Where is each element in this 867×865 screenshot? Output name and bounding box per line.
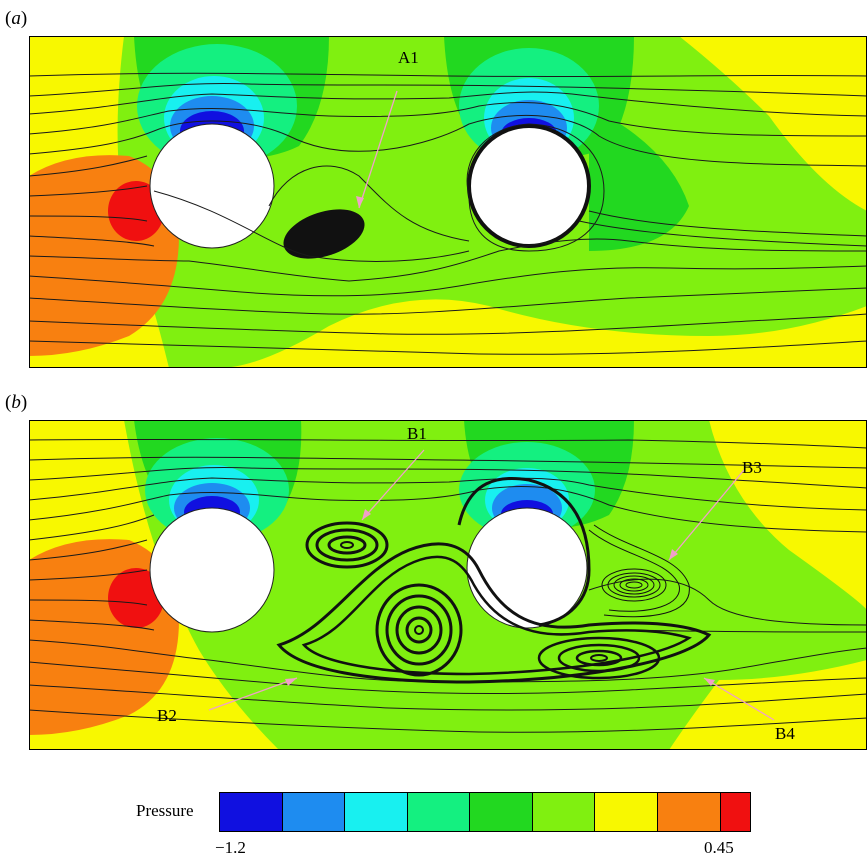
panel-b-flow-field: B1 B2 B3 B4 [29,420,867,750]
arrow-a1 [358,90,398,209]
colorbar-swatch [720,793,751,831]
pressure-region-green [589,106,689,251]
colorbar-max-label: 0.45 [704,838,734,857]
colorbar-title: Pressure [136,801,194,820]
colorbar-swatch [470,793,533,831]
colorbar-swatch [220,793,283,831]
colorbar-swatch [532,793,596,831]
vortex-b1 [305,521,389,569]
colorbar-swatch [345,793,408,831]
colorbar-swatch [595,793,658,831]
arrow-a1-head [356,196,364,208]
annotation-a1: A1 [398,48,419,67]
cylinder-downstream [466,507,588,629]
arrow-b2 [208,677,298,711]
arrow-b4 [703,677,775,721]
panel-a-svg [29,36,867,368]
pressure-colorbar [219,792,751,832]
annotation-b1: B1 [407,424,427,443]
colorbar-swatch [407,793,471,831]
streamlines-b [29,438,867,733]
annotation-b3: B3 [742,458,762,477]
panel-a-label: (a) [5,8,28,29]
panel-a-flow-field: A1 [29,36,867,368]
cylinder-upstream [149,123,275,249]
annotation-b2: B2 [157,706,177,725]
arrow-b3 [668,469,745,561]
panel-b-label: (b) [5,392,28,413]
colorbar-min-label: −1.2 [215,838,246,857]
pressure-region-red [108,181,164,241]
recirculation-a1 [283,209,365,259]
pressure-region-red [108,568,164,628]
panel-b-svg [29,420,867,750]
cylinder-upstream [149,507,275,633]
colorbar-swatch [282,793,346,831]
cylinder-downstream [467,124,591,248]
arrow-b1 [361,449,425,521]
vortex-central [276,476,712,684]
vortex-b3 [588,524,690,618]
annotation-b4: B4 [775,724,795,743]
colorbar-swatch [657,793,721,831]
